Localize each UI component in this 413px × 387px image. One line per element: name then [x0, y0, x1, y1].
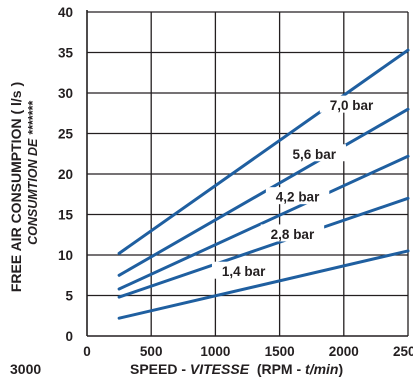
tick-labels: 0 5 10 15 20 25 30 35 40 0 500 1000 1500 2000 2500: [58, 5, 413, 359]
y-axis-subtitle: CONSUMTION DE *******: [26, 100, 40, 245]
y-tick-label: 5: [65, 289, 73, 304]
y-tick-label: 40: [58, 5, 73, 20]
y-tick-label: 25: [58, 127, 74, 142]
series-label-bg: [265, 187, 330, 205]
x-tick-label: 500: [140, 344, 163, 359]
series-label-bg: [319, 95, 384, 113]
y-tick-label: 10: [58, 248, 73, 263]
x-axis-title: SPEED - VITESSE (RPM - t/min): [130, 361, 343, 377]
grid: [87, 11, 409, 336]
series-label: 1,4 bar: [222, 264, 266, 279]
x-axis-title-unit: t/min: [305, 361, 338, 377]
series-label: 5,6 bar: [293, 147, 337, 162]
y-tick-label: 30: [58, 86, 73, 101]
series-label-bg: [211, 261, 276, 279]
series-label: 2,8 bar: [271, 227, 315, 242]
series-label-bg: [260, 224, 325, 242]
series-label-bg: [282, 144, 346, 162]
y-axis-title: FREE AIR CONSUMPTION ( l/s ): [8, 82, 24, 292]
x-tick-label: 2000: [329, 344, 359, 359]
series-label: 7,0 bar: [330, 98, 374, 113]
x-tick-label: 1000: [200, 344, 230, 359]
axes: [86, 10, 408, 337]
x-tick-label: 0: [83, 344, 91, 359]
x-axis-title-mid: (RPM -: [249, 361, 305, 377]
x-axis-title-suffix: ): [339, 361, 344, 377]
series-line: [117, 154, 410, 291]
x-tick-label: 1500: [265, 344, 295, 359]
y-tick-label: 0: [65, 329, 73, 344]
series-line: [117, 107, 410, 277]
y-tick-label: 35: [58, 46, 74, 61]
y-tick-label: 20: [58, 167, 73, 182]
x-axis-title-prefix: SPEED -: [130, 361, 190, 377]
series-labels: 1,4 bar 2,8 bar 4,2 bar 5,6 bar 7,0 bar: [211, 95, 384, 279]
series-group: [117, 48, 410, 320]
series-line: [117, 48, 410, 255]
extra-axis-label: 3000: [10, 361, 41, 377]
series-label: 4,2 bar: [276, 190, 320, 205]
x-tick-label: 2500: [393, 344, 413, 359]
series-line: [117, 249, 410, 320]
x-axis-title-italic: VITESSE: [190, 361, 250, 377]
y-tick-label: 15: [58, 208, 74, 223]
series-line: [117, 196, 410, 299]
